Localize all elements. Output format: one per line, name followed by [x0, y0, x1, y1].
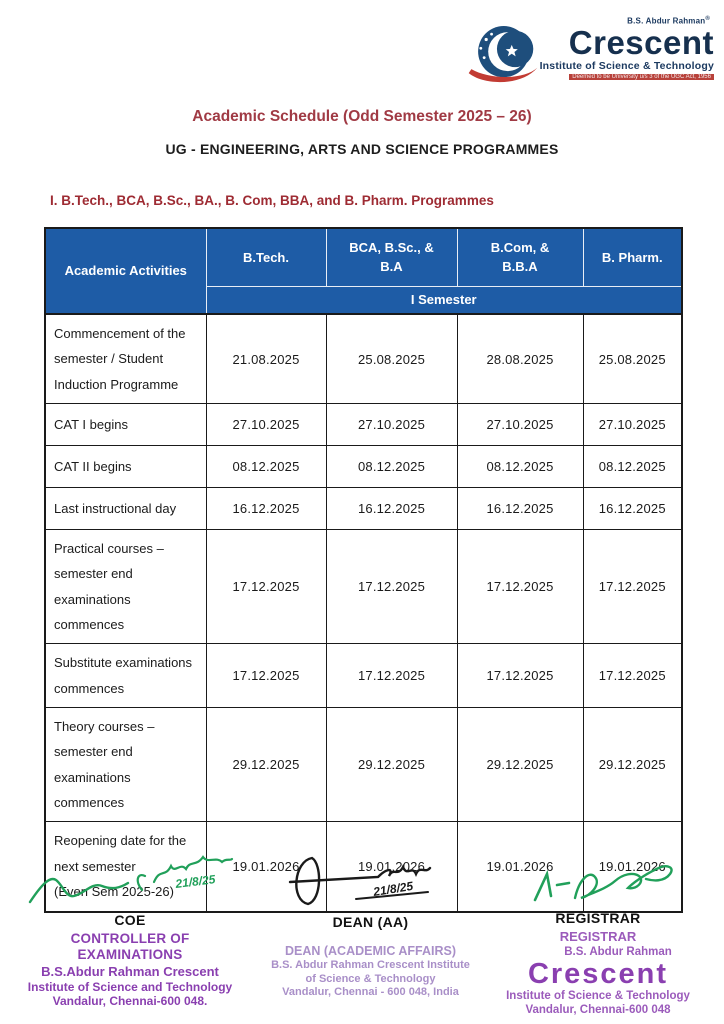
- activity-cell: Commencement of the semester / Student I…: [44, 313, 207, 405]
- table-row: Reopening date for the next semester (Ev…: [44, 821, 683, 912]
- column-header-bpharm: B. Pharm.: [582, 227, 683, 287]
- date-cell: 29.12.2025: [205, 707, 327, 823]
- dean-designation-label: DEAN (AA): [332, 914, 409, 930]
- dean-signature-icon: 21/8/25: [288, 856, 432, 906]
- date-cell: 08.12.2025: [325, 445, 458, 489]
- stamp-line: B.S.Abdur Rahman Crescent: [41, 963, 219, 979]
- coe-signature-icon: 21/8/25: [28, 855, 234, 904]
- date-cell: 17.12.2025: [582, 529, 683, 645]
- table-row: CAT I begins 27.10.2025 27.10.2025 27.10…: [44, 403, 683, 447]
- column-header-activities: Academic Activities: [44, 227, 207, 315]
- table-row: Commencement of the semester / Student I…: [44, 313, 683, 405]
- date-cell: 27.10.2025: [582, 403, 683, 447]
- logo-brand-name: Crescent: [568, 23, 714, 61]
- stamp-line: Vandalur, Chennai-600 048: [525, 1004, 671, 1017]
- activity-cell: CAT I begins: [44, 403, 207, 447]
- date-cell: 27.10.2025: [205, 403, 327, 447]
- date-cell: 17.12.2025: [456, 529, 584, 645]
- academic-schedule-table: Academic Activities B.Tech. BCA, B.Sc., …: [44, 227, 683, 913]
- stamp-line: Institute of Science & Technology: [506, 990, 690, 1003]
- registrar-designation-label: REGISTRAR: [555, 910, 641, 926]
- table-row: Practical courses – semester end examina…: [44, 529, 683, 645]
- activity-cell: CAT II begins: [44, 445, 207, 489]
- date-cell: 21.08.2025: [205, 313, 327, 405]
- column-header-bcom-bba: B.Com, & B.B.A: [456, 227, 584, 287]
- logo-tagline: Deemed to be University u/s 3 of the UGC…: [569, 73, 714, 80]
- date-cell: 19.01.2026: [325, 821, 458, 912]
- stamp-line: Vandalur, Chennai-600 048.: [52, 994, 208, 1009]
- page-title: Academic Schedule (Odd Semester 2025 – 2…: [192, 108, 532, 125]
- coe-signature-block: 21/8/25 COE CONTROLLER OF EXAMINATIONS B…: [18, 852, 242, 1009]
- page-subtitle: UG - ENGINEERING, ARTS AND SCIENCE PROGR…: [165, 141, 559, 157]
- dean-signature-block: 21/8/25 DEAN (AA) DEAN (ACADEMIC AFFAIRS…: [268, 852, 473, 999]
- date-cell: 17.12.2025: [456, 643, 584, 709]
- date-cell: 08.12.2025: [582, 445, 683, 489]
- date-cell: 17.12.2025: [325, 643, 458, 709]
- logo-founder-name: B.S. Abdur Rahman®: [627, 16, 710, 26]
- crescent-moon-icon: [468, 26, 537, 83]
- logo-institute-line: Institute of Science & Technology: [539, 59, 714, 72]
- date-cell: 17.12.2025: [325, 529, 458, 645]
- table-row: Substitute examinations commences 17.12.…: [44, 643, 683, 709]
- date-cell: 16.12.2025: [582, 487, 683, 531]
- date-cell: 28.08.2025: [456, 313, 584, 405]
- date-cell: 08.12.2025: [205, 445, 327, 489]
- stamp-line: of Science & Technology: [305, 972, 436, 985]
- date-cell: 08.12.2025: [456, 445, 584, 489]
- semester-band: I Semester: [205, 285, 683, 315]
- table-header-row: Academic Activities B.Tech. BCA, B.Sc., …: [44, 227, 683, 315]
- activity-cell: Theory courses – semester end examinatio…: [44, 707, 207, 823]
- table-row: Last instructional day 16.12.2025 16.12.…: [44, 487, 683, 531]
- semester-band-row: I Semester: [45, 285, 683, 315]
- column-header-btech: B.Tech.: [205, 227, 327, 287]
- logo-text: B.S. Abdur Rahman® Crescent Institute of…: [540, 16, 714, 80]
- registrar-stamp: REGISTRAR B.S. Abdur Rahman Crescent Ins…: [488, 929, 708, 1017]
- stamp-line: B.S. Abdur Rahman Crescent Institute: [271, 959, 470, 972]
- stamp-line: DEAN (ACADEMIC AFFAIRS): [284, 944, 457, 958]
- stamp-line: Vandalur, Chennai - 600 048, India: [282, 986, 459, 999]
- date-cell: 16.12.2025: [456, 487, 584, 531]
- coe-stamp: CONTROLLER OF EXAMINATIONS B.S.Abdur Rah…: [18, 931, 242, 1009]
- table-row: Theory courses – semester end examinatio…: [44, 707, 683, 823]
- date-cell: 16.12.2025: [205, 487, 327, 531]
- date-cell: 17.12.2025: [582, 643, 683, 709]
- date-cell: 29.12.2025: [456, 707, 584, 823]
- date-cell: 29.12.2025: [325, 707, 458, 823]
- table-header: Academic Activities B.Tech. BCA, B.Sc., …: [44, 227, 683, 315]
- section-heading: I. B.Tech., BCA, B.Sc., BA., B. Com, BBA…: [50, 193, 494, 208]
- stamp-line: B.S. Abdur Rahman: [564, 945, 672, 958]
- stamp-line: REGISTRAR: [559, 929, 637, 944]
- date-cell: 19.01.2026: [456, 821, 584, 912]
- date-cell: 17.12.2025: [205, 529, 327, 645]
- column-header-bca-bsc-ba: BCA, B.Sc., & B.A: [325, 227, 458, 287]
- date-cell: 17.12.2025: [205, 643, 327, 709]
- dean-stamp: DEAN (ACADEMIC AFFAIRS) B.S. Abdur Rahma…: [268, 944, 473, 999]
- stamp-line: Institute of Science and Technology: [27, 979, 233, 994]
- registrar-signature-icon: [533, 865, 673, 902]
- registrar-signature-block: REGISTRAR REGISTRAR B.S. Abdur Rahman Cr…: [488, 852, 708, 1017]
- activity-cell: Practical courses – semester end examina…: [44, 529, 207, 645]
- activity-cell: Substitute examinations commences: [44, 643, 207, 709]
- date-cell: 25.08.2025: [582, 313, 683, 405]
- table-row: CAT II begins 08.12.2025 08.12.2025 08.1…: [44, 445, 683, 489]
- date-cell: 25.08.2025: [325, 313, 458, 405]
- date-cell: 16.12.2025: [325, 487, 458, 531]
- dean-signature-date: 21/8/25: [371, 879, 414, 899]
- stamp-line: CONTROLLER OF EXAMINATIONS: [70, 931, 190, 963]
- stamp-brand-name: Crescent: [527, 957, 669, 990]
- date-cell: 19.01.2026: [205, 821, 327, 912]
- coe-designation-label: COE: [114, 912, 146, 928]
- coe-signature-date: 21/8/25: [174, 872, 217, 891]
- date-cell: 27.10.2025: [456, 403, 584, 447]
- date-cell: 29.12.2025: [582, 707, 683, 823]
- table-body: Commencement of the semester / Student I…: [44, 313, 683, 912]
- activity-cell: Last instructional day: [44, 487, 207, 531]
- date-cell: 27.10.2025: [325, 403, 458, 447]
- institute-logo: B.S. Abdur Rahman® Crescent Institute of…: [466, 16, 714, 92]
